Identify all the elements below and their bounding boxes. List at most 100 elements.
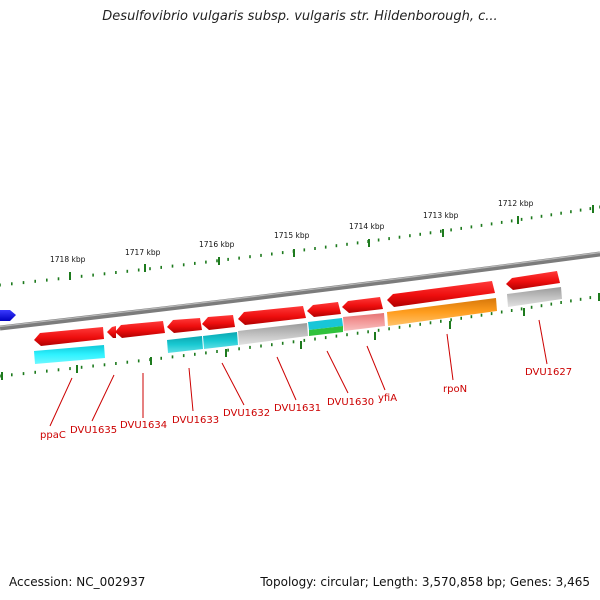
label-leaders <box>49 319 548 427</box>
scale-dot <box>346 333 348 337</box>
cog-block-dvu1630-a[interactable] <box>308 318 343 330</box>
scale-dot <box>356 331 359 335</box>
genome-summary-text: Topology: circular; Length: 3,570,858 bp… <box>260 575 590 589</box>
scale-dot <box>92 364 94 368</box>
scale-dot <box>205 351 207 355</box>
scale-dot <box>346 242 348 246</box>
scale-dot <box>34 279 36 283</box>
scale-major-tick <box>592 205 594 213</box>
cog-block-dvu1631[interactable] <box>238 323 308 345</box>
gene-arrow-rpon[interactable] <box>387 281 495 307</box>
cog-block-ppac[interactable] <box>34 345 105 364</box>
gene-arrow-dvu1630[interactable] <box>307 302 341 317</box>
scale-major-tick <box>598 293 600 301</box>
gene-label-dvu1632[interactable]: DVU1632 <box>223 408 270 419</box>
scale-dot <box>46 278 48 282</box>
scale-dot <box>281 251 284 255</box>
scale-major-tick <box>523 308 525 316</box>
cog-block-dvu1627[interactable] <box>507 287 562 307</box>
scale-dot <box>560 211 562 215</box>
scale-dot <box>570 210 572 214</box>
scale-dot <box>520 217 523 221</box>
gene-arrow-dvu1627[interactable] <box>506 271 560 290</box>
scale-dot <box>216 350 218 353</box>
scale-dot <box>398 325 401 329</box>
scale-dot <box>470 225 473 229</box>
scale-label-1717: 1717 kbp <box>125 248 161 257</box>
scale-dot <box>419 232 421 236</box>
scale-dot <box>398 235 401 239</box>
genome-backbone-highlight <box>0 251 600 328</box>
scale-dot <box>460 316 462 320</box>
gene-arrow-dvu1631[interactable] <box>238 306 306 325</box>
gene-label-dvu1634[interactable]: DVU1634 <box>120 420 167 431</box>
scale-major-tick <box>144 264 146 272</box>
scale-dot <box>409 324 411 328</box>
gene-label-dvu1630[interactable]: DVU1630 <box>327 397 374 408</box>
scale-dot <box>57 277 60 281</box>
upstream-gene-arrow[interactable] <box>0 310 16 321</box>
cog-block-dvu1630-b[interactable] <box>309 326 343 336</box>
scale-dot <box>292 340 295 344</box>
lower-scale <box>0 293 600 380</box>
organism-title: Desulfovibrio vulgaris subsp. vulgaris s… <box>102 9 498 24</box>
cog-block-rpon[interactable] <box>387 298 497 326</box>
scale-major-tick <box>76 365 78 373</box>
scale-label-1716: 1716 kbp <box>199 240 235 249</box>
scale-label-1713: 1713 kbp <box>423 211 459 220</box>
scale-dot <box>550 213 553 217</box>
scale-dot <box>510 219 513 223</box>
scale-dot <box>115 362 117 365</box>
scale-dot <box>480 313 483 317</box>
scale-dot <box>171 355 174 359</box>
scale-dot <box>205 260 207 264</box>
scale-label-1715: 1715 kbp <box>274 231 310 240</box>
gene-arrow-yfia[interactable] <box>342 297 383 313</box>
scale-dot <box>579 208 582 212</box>
scale-dot <box>589 207 592 211</box>
leader-dvu1632 <box>221 362 245 406</box>
gene-arrow-dvu1632[interactable] <box>202 315 235 330</box>
accession-text: Accession: NC_002937 <box>9 575 146 589</box>
scale-dot <box>271 343 273 347</box>
scale-dot <box>324 245 327 249</box>
gene-arrow-ppac[interactable] <box>34 327 104 346</box>
scale-dot <box>271 252 273 256</box>
scale-dot <box>367 330 369 334</box>
scale-major-tick <box>368 239 370 247</box>
gene-arrow-dvu1635[interactable] <box>107 326 116 338</box>
gene-label-dvu1631[interactable]: DVU1631 <box>274 403 321 414</box>
gene-label-yfia[interactable]: yfiA <box>378 393 397 404</box>
scale-dot <box>480 223 483 227</box>
scale-dot <box>194 352 196 356</box>
gene-label-dvu1627[interactable]: DVU1627 <box>525 367 572 378</box>
scale-major-tick <box>150 357 152 365</box>
gene-arrow-dvu1633[interactable] <box>167 318 202 333</box>
scale-dot <box>92 273 94 277</box>
cog-block-yfia[interactable] <box>343 313 385 331</box>
scale-major-tick <box>69 272 71 280</box>
scale-dot <box>171 264 174 268</box>
scale-dot <box>440 319 442 323</box>
scale-dot <box>57 368 60 372</box>
scale-dot <box>281 341 284 345</box>
scale-dot <box>335 244 338 248</box>
cog-block-dvu1632[interactable] <box>203 332 238 349</box>
leader-dvu1630 <box>326 350 349 394</box>
gene-label-dvu1633[interactable]: DVU1633 <box>172 415 219 426</box>
scale-label-1712: 1712 kbp <box>498 199 534 208</box>
gene-label-rpon[interactable]: rpoN <box>443 384 467 395</box>
scale-dot <box>388 237 390 241</box>
scale-dot <box>126 269 129 273</box>
scale-major-tick <box>293 249 295 257</box>
gene-arrow-dvu1634[interactable] <box>115 321 165 338</box>
scale-dot <box>579 297 582 301</box>
gene-label-dvu1635[interactable]: DVU1635 <box>70 425 117 436</box>
scale-dot <box>440 229 442 233</box>
cog-blocks <box>34 287 562 364</box>
cog-block-dvu1633[interactable] <box>167 336 203 353</box>
scale-label-1718: 1718 kbp <box>50 255 86 264</box>
gene-label-ppac[interactable]: ppaC <box>40 430 66 441</box>
scale-dot <box>11 373 13 377</box>
scale-dot <box>0 374 1 378</box>
